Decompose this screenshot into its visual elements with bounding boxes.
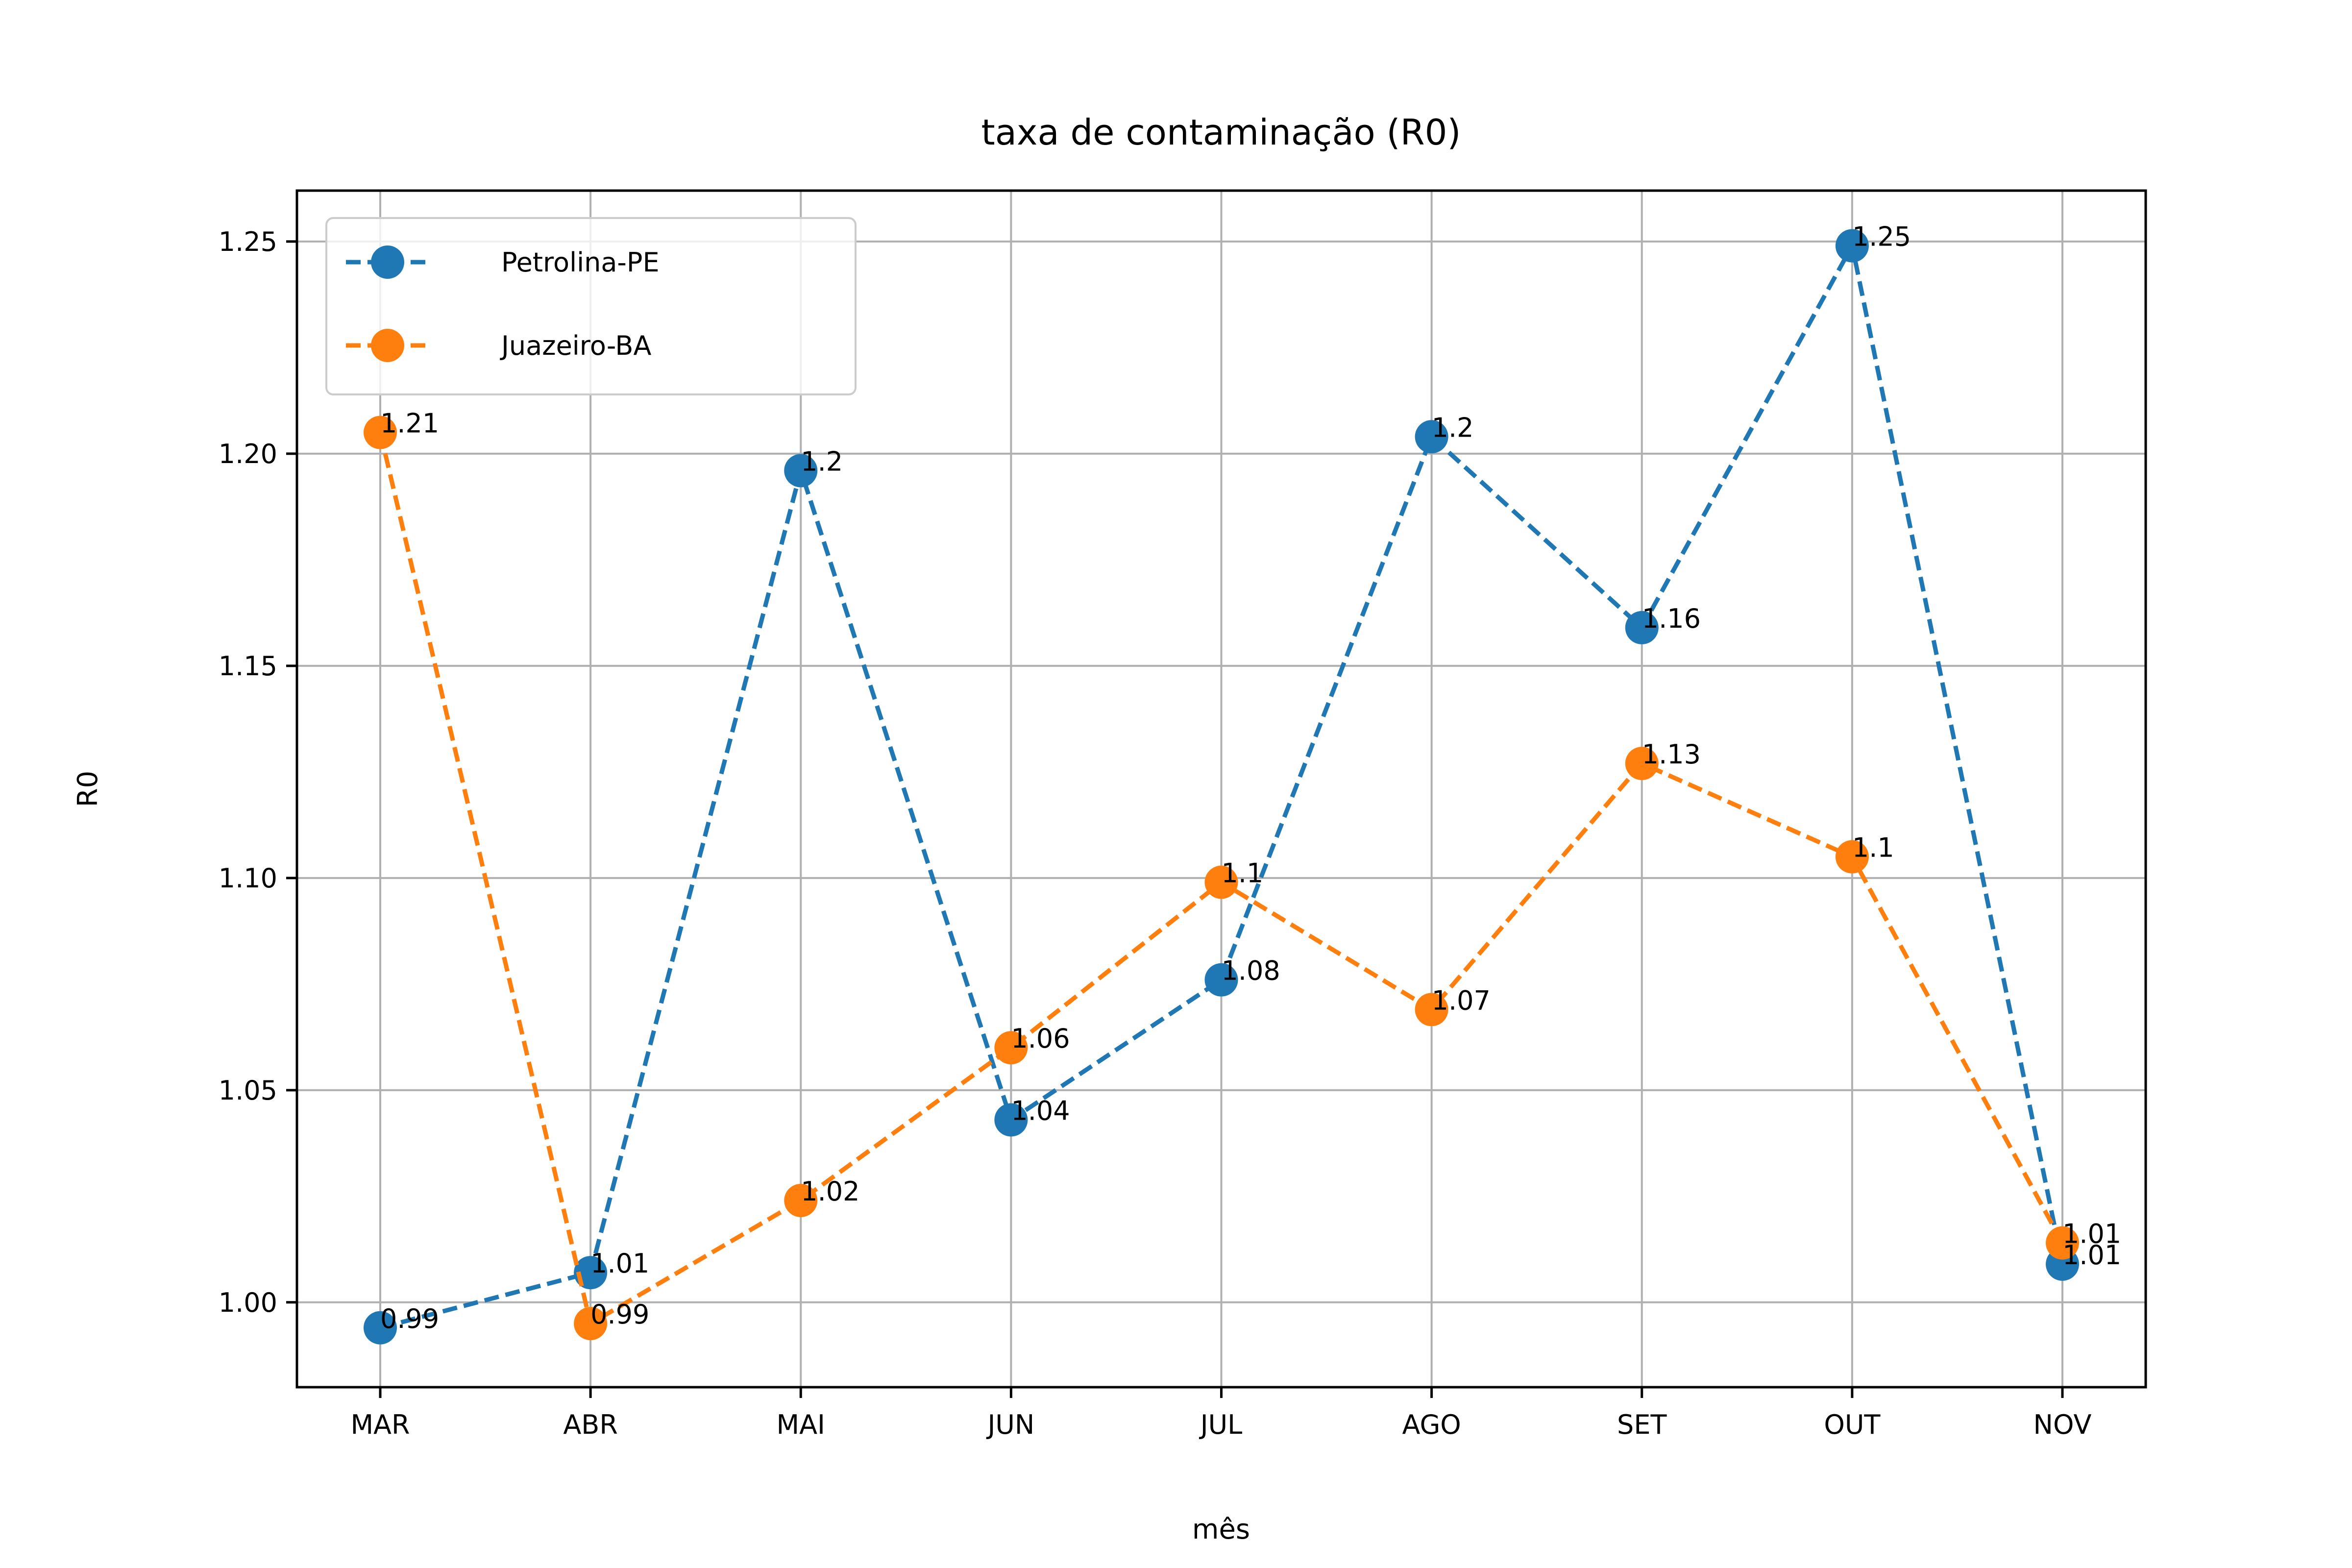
series-line-0 (379, 244, 2065, 1330)
x-tick-label: OUT (1824, 1409, 1881, 1440)
y-tick-label: 1.20 (219, 439, 277, 469)
data-point (364, 1311, 397, 1345)
data-point (784, 1183, 818, 1217)
y-tick-label: 1.15 (219, 651, 277, 682)
data-label: 1.07 (1432, 985, 1491, 1016)
data-point (1835, 840, 1869, 874)
data-label: 1.2 (801, 446, 843, 477)
data-label: 1.1 (1852, 833, 1894, 863)
legend-marker (371, 329, 404, 362)
x-tick-label: JUL (1199, 1409, 1243, 1440)
y-tick-label: 1.10 (219, 863, 277, 894)
data-label: 1.01 (590, 1248, 649, 1279)
y-tick-label: 1.25 (219, 226, 277, 257)
data-label: 1.02 (801, 1176, 859, 1207)
x-tick-label: NOV (2034, 1409, 2092, 1440)
legend: Petrolina-PE Juazeiro-BA (325, 217, 857, 395)
y-tick-label: 1.00 (219, 1287, 277, 1318)
data-label: 1.2 (1432, 412, 1474, 443)
data-point (2046, 1226, 2079, 1260)
data-point (1625, 747, 1659, 781)
y-axis: 1.00 1.05 1.10 1.15 1.20 1.25 (219, 226, 297, 1318)
data-label: 1.13 (1642, 739, 1701, 770)
data-point (364, 416, 397, 449)
x-tick-label: AGO (1402, 1409, 1461, 1440)
data-label: 1.08 (1222, 956, 1280, 986)
data-label: 1.1 (1222, 858, 1264, 889)
data-label: 1.06 (1011, 1023, 1070, 1054)
data-label: 1.16 (1642, 603, 1701, 634)
data-point (1415, 420, 1448, 454)
data-label: 1.21 (380, 408, 439, 439)
x-tick-label: ABR (563, 1409, 618, 1440)
x-tick-label: SET (1617, 1409, 1667, 1440)
data-label: 1.01 (2062, 1219, 2121, 1250)
data-label: 0.99 (590, 1299, 649, 1330)
legend-box (325, 217, 857, 395)
data-point (994, 1103, 1028, 1137)
legend-marker (371, 245, 404, 279)
x-axis-label: mês (1192, 1514, 1250, 1545)
data-label: 1.04 (1011, 1095, 1070, 1126)
data-point (1625, 611, 1659, 644)
data-point (1835, 229, 1869, 263)
x-axis: MAR ABR MAI JUN JUL AGO SET OUT NOV (350, 1387, 2092, 1440)
data-label: 1.25 (1852, 221, 1911, 252)
x-tick-label: MAR (350, 1409, 410, 1440)
data-point (1204, 963, 1238, 997)
legend-label: Petrolina-PE (501, 247, 660, 278)
data-label: 0.99 (380, 1303, 439, 1334)
data-point (574, 1307, 608, 1341)
data-label: 1.01 (2062, 1240, 2121, 1271)
x-tick-label: JUN (986, 1409, 1034, 1440)
data-labels: 0.99 1.01 1.2 1.04 1.08 1.2 1.16 1.25 1.01 1.21 0.… (380, 221, 2121, 1334)
data-point (1415, 993, 1448, 1027)
legend-label: Juazeiro-BA (500, 330, 651, 361)
chart-title: taxa de contaminação (R0) (981, 112, 1461, 153)
data-point (1204, 865, 1238, 899)
data-point (784, 454, 818, 488)
y-axis-label: R0 (72, 771, 104, 808)
y-tick-label: 1.05 (219, 1075, 277, 1106)
data-point (994, 1031, 1028, 1065)
series-layer (364, 229, 2079, 1345)
x-tick-label: MAI (777, 1409, 825, 1440)
